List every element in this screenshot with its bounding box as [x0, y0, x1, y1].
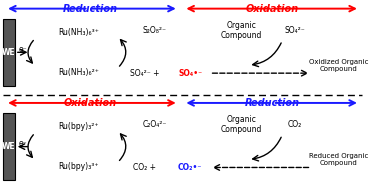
- Text: Organic
Compound: Organic Compound: [221, 115, 262, 135]
- Text: Organic
Compound: Organic Compound: [221, 21, 262, 40]
- Text: Ru(bpy)₃³⁺: Ru(bpy)₃³⁺: [59, 162, 99, 171]
- Text: WE: WE: [2, 142, 16, 151]
- Text: Reduction: Reduction: [245, 98, 300, 108]
- Text: Reduction: Reduction: [63, 4, 118, 14]
- Text: e⁻: e⁻: [18, 139, 27, 148]
- Text: Reduced Organic
Compound: Reduced Organic Compound: [309, 153, 368, 166]
- Text: Ru(NH₃)₆²⁺: Ru(NH₃)₆²⁺: [58, 68, 99, 77]
- Text: SO₄²⁻ +: SO₄²⁻ +: [130, 69, 159, 78]
- Text: CO₂•⁻: CO₂•⁻: [178, 163, 202, 172]
- Text: Oxidation: Oxidation: [64, 98, 117, 108]
- Text: Ru(NH₃)₆³⁺: Ru(NH₃)₆³⁺: [58, 28, 99, 37]
- Text: WE: WE: [2, 48, 16, 57]
- Bar: [3, 19, 15, 86]
- Text: e⁻: e⁻: [18, 45, 27, 54]
- Bar: [3, 113, 15, 180]
- Text: CO₂ +: CO₂ +: [133, 163, 156, 172]
- Text: SO₄²⁻: SO₄²⁻: [285, 26, 305, 35]
- Text: Oxidation: Oxidation: [246, 4, 299, 14]
- Text: Ru(bpy)₃²⁺: Ru(bpy)₃²⁺: [59, 122, 99, 131]
- Text: S₂O₈²⁻: S₂O₈²⁻: [142, 26, 166, 35]
- Text: CO₂: CO₂: [288, 120, 302, 129]
- Text: C₂O₄²⁻: C₂O₄²⁻: [142, 120, 166, 129]
- Text: Oxidized Organic
Compound: Oxidized Organic Compound: [309, 59, 368, 72]
- Text: SO₄•⁻: SO₄•⁻: [178, 69, 202, 78]
